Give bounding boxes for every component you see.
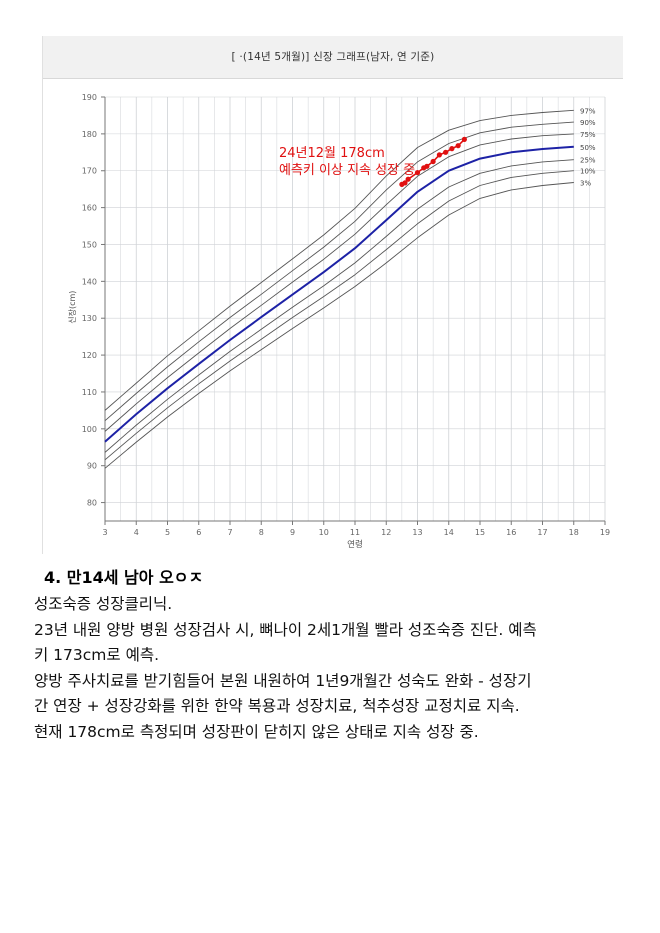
y-axis-label: 신장(cm): [67, 291, 77, 324]
patient-measurement-point: [405, 176, 411, 182]
y-tick-label: 90: [87, 462, 97, 471]
percentile-label: 3%: [580, 180, 591, 188]
annotation-latest-height: 24년12월 178cm: [279, 146, 385, 161]
y-tick-label: 160: [82, 204, 97, 213]
x-tick-label: 14: [444, 528, 454, 537]
x-tick-label: 3: [102, 528, 107, 537]
percentile-curve-3pct: [104, 182, 574, 469]
x-tick-label: 7: [227, 528, 232, 537]
percentile-label: 50%: [580, 144, 596, 152]
patient-measurement-point: [402, 180, 408, 186]
y-tick-label: 130: [82, 314, 97, 323]
growth-chart-panel: [ ·(14년 5개월)] 신장 그래프(남자, 연 기준) 80 90 100 11…: [42, 36, 623, 554]
x-tick-label: 19: [600, 528, 610, 537]
x-tick-label: 11: [350, 528, 360, 537]
x-tick-label: 4: [134, 528, 139, 537]
x-tick-label: 17: [537, 528, 547, 537]
y-tick-label: 150: [82, 240, 97, 249]
patient-measurement-point: [414, 169, 421, 176]
y-tick-label: 170: [82, 167, 97, 176]
y-tick-label: 140: [82, 277, 97, 286]
x-tick-label: 16: [506, 528, 516, 537]
description-line: 현재 178cm로 측정되며 성장판이 닫히지 않은 상태로 지속 성장 중.: [34, 722, 479, 741]
percentile-label: 97%: [580, 107, 596, 115]
description-line: 23년 내원 양방 병원 성장검사 시, 뼈나이 2세1개월 빨라 성조숙증 진…: [34, 620, 537, 639]
percentile-label: 25%: [580, 157, 596, 165]
percentile-curve-97pct: [104, 109, 574, 411]
x-tick-label: 9: [290, 528, 295, 537]
percentile-curve-25pct: [104, 159, 574, 453]
x-tick-label: 15: [475, 528, 485, 537]
y-tick-label: 100: [82, 425, 97, 434]
percentile-curve-10pct: [104, 170, 574, 461]
patient-measurement-point: [424, 163, 430, 169]
x-tick-label: 6: [196, 528, 201, 537]
percentile-label: 90%: [580, 119, 596, 127]
percentile-curve-50pct: [104, 145, 574, 443]
description-line: 양방 주사치료를 받기힘들어 본원 내원하여 1년9개월간 성숙도 완화 - 성…: [34, 671, 532, 690]
patient-measurement-point: [436, 152, 442, 158]
x-tick-label: 12: [381, 528, 391, 537]
patient-measurement-point: [443, 149, 449, 155]
height-growth-chart: 80 90 100 110 120 130 140 150 160 170 180 190 3 4 5 6 7 8…: [67, 93, 610, 550]
x-axis-label: 연령: [347, 539, 363, 550]
x-tick-label: 8: [259, 528, 264, 537]
y-tick-label: 110: [82, 388, 97, 397]
patient-measurement-point: [461, 136, 467, 142]
description-line: 성조숙증 성장클리닉.: [34, 595, 173, 613]
description-line: 키 173cm로 예측.: [34, 646, 160, 664]
chart-title: [ ·(14년 5개월)] 신장 그래프(남자, 연 기준): [231, 51, 435, 63]
percentile-curve-75pct: [104, 133, 574, 432]
patient-measurement-point: [455, 143, 461, 149]
y-tick-label: 180: [82, 130, 97, 139]
x-tick-label: 18: [569, 528, 579, 537]
percentile-label: 10%: [580, 168, 596, 176]
annotation-growth-status: 예측키 이상 지속 성장 중: [279, 163, 415, 178]
y-tick-label: 190: [82, 93, 97, 102]
case-description: 성조숙증 성장클리닉. 23년 내원 양방 병원 성장검사 시, 뼈나이 2세1…: [34, 592, 634, 745]
x-tick-label: 10: [319, 528, 329, 537]
section-title: 4. 만14세 남아 오ㅇㅈ: [44, 568, 204, 587]
y-tick-label: 120: [82, 351, 97, 360]
percentile-label: 75%: [580, 131, 596, 139]
patient-measurement-point: [449, 146, 455, 152]
x-tick-label: 5: [165, 528, 170, 537]
description-line: 간 연장 + 성장강화를 위한 한약 복용과 성장치료, 척추성장 교정치료 지…: [34, 697, 520, 715]
patient-measurement-point: [430, 158, 436, 165]
percentile-curve-90pct: [104, 121, 574, 422]
chart-header: [ ·(14년 5개월)] 신장 그래프(남자, 연 기준): [43, 36, 623, 79]
x-tick-label: 13: [412, 528, 422, 537]
y-tick-label: 80: [87, 499, 97, 508]
